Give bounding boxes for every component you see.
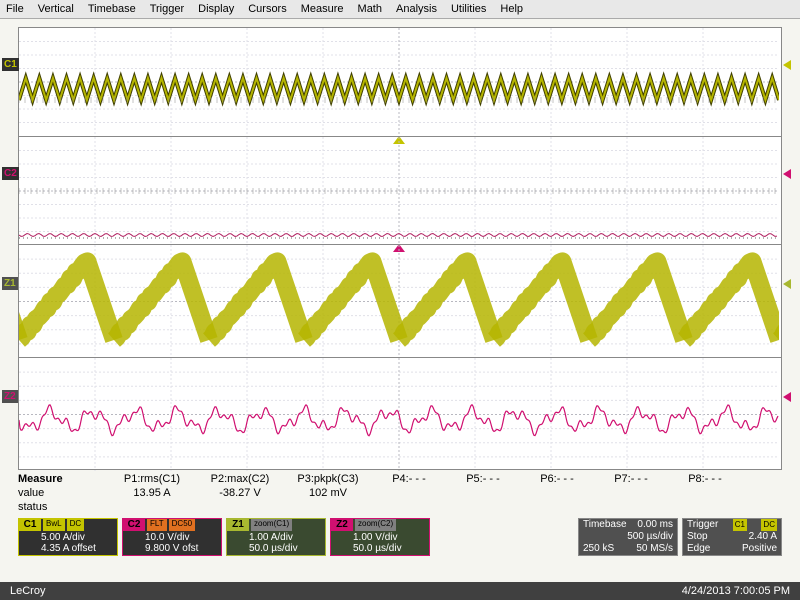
ch-line: 50.0 µs/div — [353, 543, 429, 554]
ch-line: 9.800 V ofst — [145, 543, 221, 554]
ch-tag: zoom(C2) — [355, 519, 396, 531]
panel-z2: Z2 — [19, 357, 781, 470]
channel-box-z1[interactable]: Z1zoom(C1)1.00 A/div50.0 µs/div — [226, 518, 326, 556]
timebase-title: Timebase — [583, 519, 627, 531]
channel-label-c1: C1 — [2, 58, 19, 71]
trigger-r2a: Edge — [687, 543, 710, 555]
ch-badge: C2 — [123, 519, 145, 531]
measure-rowlabel: Measure — [18, 472, 108, 486]
measure-name: P7:- - - — [594, 472, 668, 486]
menu-trigger[interactable]: Trigger — [150, 3, 184, 15]
ch-tag: BwL — [43, 519, 65, 531]
channel-label-z1: Z1 — [2, 277, 18, 290]
channel-arrow-c1 — [783, 60, 791, 70]
measure-name: P3:pkpk(C3) — [284, 472, 372, 486]
measure-value: -38.27 V — [196, 486, 284, 500]
trigger-tag: C1 — [733, 519, 747, 531]
channel-box-z2[interactable]: Z2zoom(C2)1.00 V/div50.0 µs/div — [330, 518, 430, 556]
menu-timebase[interactable]: Timebase — [88, 3, 136, 15]
measure-value: 13.95 A — [108, 486, 196, 500]
measure-value — [372, 486, 446, 500]
measure-name: P4:- - - — [372, 472, 446, 486]
trigger-r1b: 2.40 A — [749, 531, 777, 543]
ch-line: 50.0 µs/div — [249, 543, 325, 554]
ch-line: 10.0 V/div — [145, 532, 221, 543]
trigger-tag: DC — [761, 519, 777, 531]
ch-line: 4.35 A offset — [41, 543, 117, 554]
measure-value — [594, 486, 668, 500]
ch-badge: C1 — [19, 519, 41, 531]
measure-rowlabel: value — [18, 486, 108, 500]
menu-cursors[interactable]: Cursors — [248, 3, 287, 15]
ch-tag: zoom(C1) — [251, 519, 292, 531]
panel-z1: Z1 — [19, 244, 781, 357]
channel-box-c1[interactable]: C1BwLDC5.00 A/div4.35 A offset — [18, 518, 118, 556]
measure-name: P8:- - - — [668, 472, 742, 486]
channel-label-c2: C2 — [2, 167, 19, 180]
ch-tag: DC50 — [169, 519, 195, 531]
timebase-box[interactable]: Timebase 0.00 ms500 µs/div 250 kS 50 MS/s — [578, 518, 678, 556]
ch-line: 1.00 V/div — [353, 532, 429, 543]
trigger-box[interactable]: Trigger C1 DC Stop 2.40 A Edge Positive — [682, 518, 782, 556]
measure-name: P2:max(C2) — [196, 472, 284, 486]
timebase-r1b: 500 µs/div — [627, 531, 673, 543]
channel-arrow-z1 — [783, 279, 791, 289]
menu-analysis[interactable]: Analysis — [396, 3, 437, 15]
timebase-r2b: 50 MS/s — [636, 543, 673, 555]
timebase-val: 0.00 ms — [637, 519, 673, 531]
menu-vertical[interactable]: Vertical — [38, 3, 74, 15]
panel-c1: C1 — [19, 28, 781, 136]
measure-name: P6:- - - — [520, 472, 594, 486]
panel-c2: C2 — [19, 136, 781, 244]
measure-rowlabel: status — [18, 500, 108, 514]
trigger-r2b: Positive — [742, 543, 777, 555]
ch-tag: DC — [67, 519, 85, 531]
menu-display[interactable]: Display — [198, 3, 234, 15]
ch-badge: Z2 — [331, 519, 353, 531]
ch-line: 1.00 A/div — [249, 532, 325, 543]
menu-utilities[interactable]: Utilities — [451, 3, 486, 15]
trigger-title: Trigger — [687, 519, 718, 531]
channel-label-z2: Z2 — [2, 390, 18, 403]
menu-help[interactable]: Help — [500, 3, 523, 15]
measure-value — [520, 486, 594, 500]
menu-file[interactable]: File — [6, 3, 24, 15]
measure-value: 102 mV — [284, 486, 372, 500]
trigger-r1a: Stop — [687, 531, 708, 543]
channel-arrow-z2 — [783, 392, 791, 402]
measure-value — [446, 486, 520, 500]
timebase-r2a: 250 kS — [583, 543, 614, 555]
brand-label: LeCroy — [10, 585, 45, 597]
ch-badge: Z1 — [227, 519, 249, 531]
ch-line: 5.00 A/div — [41, 532, 117, 543]
ch-tag: FLT — [147, 519, 167, 531]
menu-measure[interactable]: Measure — [301, 3, 344, 15]
measure-name: P1:rms(C1) — [108, 472, 196, 486]
timestamp: 4/24/2013 7:00:05 PM — [682, 585, 790, 597]
channel-arrow-c2 — [783, 169, 791, 179]
menu-math[interactable]: Math — [358, 3, 382, 15]
channel-box-c2[interactable]: C2FLTDC5010.0 V/div9.800 V ofst — [122, 518, 222, 556]
measure-name: P5:- - - — [446, 472, 520, 486]
measure-value — [668, 486, 742, 500]
